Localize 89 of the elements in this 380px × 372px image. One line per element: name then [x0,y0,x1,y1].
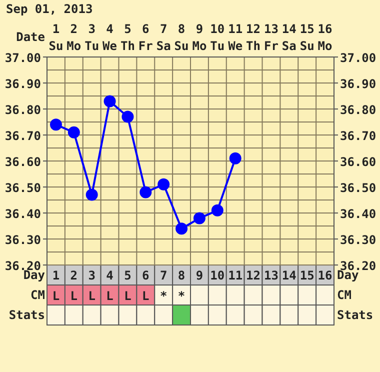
x2-tick-label: 13 [264,22,278,36]
x-tick-label: 2 [70,268,78,283]
y2-tick-label: 36.60 [340,155,376,169]
x-tick-label: 10 [210,268,225,283]
x-tick-label: 7 [160,268,168,283]
x2-tick-label: 4 [106,22,114,36]
x-tick-label: 3 [88,268,96,283]
point [193,212,206,224]
text: * [178,289,186,303]
point [50,118,62,131]
text: * [160,289,168,303]
x2-tick-label: 12 [246,22,261,36]
x2-tick-label: 7 [160,22,168,36]
y2-tick-label: 36.70 [340,129,376,143]
text: Mo [318,39,332,53]
text: L [142,289,150,303]
text: Th [120,39,135,53]
x2-tick-label: 16 [318,22,332,36]
point [86,188,98,201]
text: Stats [8,308,45,322]
x-tick-label: 5 [124,268,132,283]
text: L [106,289,114,303]
text: Sa [282,39,296,53]
x-tick-label: 16 [318,268,332,283]
text: Su [48,39,64,53]
point [229,152,242,164]
x-tick-label: 13 [264,268,278,283]
x2-tick-label: 2 [70,22,78,36]
text: We [228,39,243,53]
text: Fr [138,39,153,53]
x2-tick-label: 6 [142,22,150,36]
x-tick-label: 9 [196,268,204,283]
x2-tick-label: 9 [196,22,204,36]
text: Su [174,39,189,53]
text: CM [337,288,352,302]
point [68,126,80,138]
point [158,178,170,190]
x-tick-label: 12 [246,268,261,283]
x2-tick-label: 1 [52,22,60,36]
x2-tick-label: 10 [210,22,225,36]
y-tick-label: 36.70 [4,129,41,143]
y-tick-label: 36.60 [4,155,41,169]
text: L [124,289,132,303]
x-tick-label: 14 [282,268,296,283]
y-tick-label: 36.30 [4,233,41,247]
text: L [88,289,96,303]
point [104,95,116,108]
y-tick-label: 36.80 [4,103,41,117]
text: Tu [210,39,225,53]
y2-tick-label: 36.40 [340,207,376,221]
point [211,204,224,216]
text: Sa [156,39,171,53]
y-tick-label: 37.00 [4,51,41,65]
y-tick-label: 36.50 [4,181,41,195]
y2-tick-label: 36.90 [340,77,376,91]
x2-tick-label: 5 [124,22,132,36]
point [140,186,152,198]
text: Mo [192,39,207,53]
x2-tick-label: 11 [228,22,243,36]
y2-tick-label: 36.30 [340,233,376,247]
x-tick-label: 4 [106,268,114,283]
x2-tick-label: 14 [282,22,296,36]
text: CM [30,288,45,302]
text: Stats [337,308,374,322]
chart-title: Sep 01, 2013 [6,2,93,16]
y-tick-label: 36.90 [4,77,41,91]
y2-tick-label: 37.00 [340,51,376,65]
text: Tu [84,39,100,53]
x-tick-label: 1 [52,268,60,283]
x-tick-label: 6 [142,268,150,283]
x-tick-label: 11 [228,268,243,283]
text: L [52,289,60,303]
point [122,110,134,123]
text: L [70,289,78,303]
x2-axis-title: Date [16,30,45,44]
text: Th [246,39,261,53]
text: Fr [264,39,278,53]
point [176,222,188,235]
text: Mo [66,39,82,53]
x-tick-label: 8 [178,268,186,283]
x2-tick-label: 8 [178,22,186,36]
text: We [102,39,118,53]
x-tick-label: 15 [300,268,314,283]
x2-tick-label: 3 [88,22,96,36]
text: Su [300,39,314,53]
x2-tick-label: 15 [300,22,314,36]
y-tick-label: 36.40 [4,207,41,221]
y2-tick-label: 36.80 [340,103,376,117]
y2-tick-label: 36.50 [340,181,376,195]
